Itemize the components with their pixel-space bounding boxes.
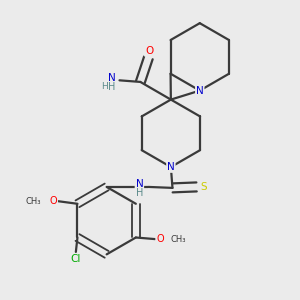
Text: N: N <box>196 85 204 96</box>
Text: H: H <box>101 82 107 91</box>
Text: N: N <box>136 179 143 189</box>
Text: N: N <box>167 162 175 172</box>
Text: H: H <box>108 82 115 92</box>
Text: N: N <box>108 73 115 83</box>
Text: H: H <box>136 188 143 198</box>
Text: Cl: Cl <box>71 254 81 264</box>
Text: O: O <box>50 196 57 206</box>
Text: O: O <box>145 46 153 56</box>
Text: CH₃: CH₃ <box>170 235 186 244</box>
Text: O: O <box>156 234 164 244</box>
Text: CH₃: CH₃ <box>25 197 40 206</box>
Text: S: S <box>200 182 207 192</box>
